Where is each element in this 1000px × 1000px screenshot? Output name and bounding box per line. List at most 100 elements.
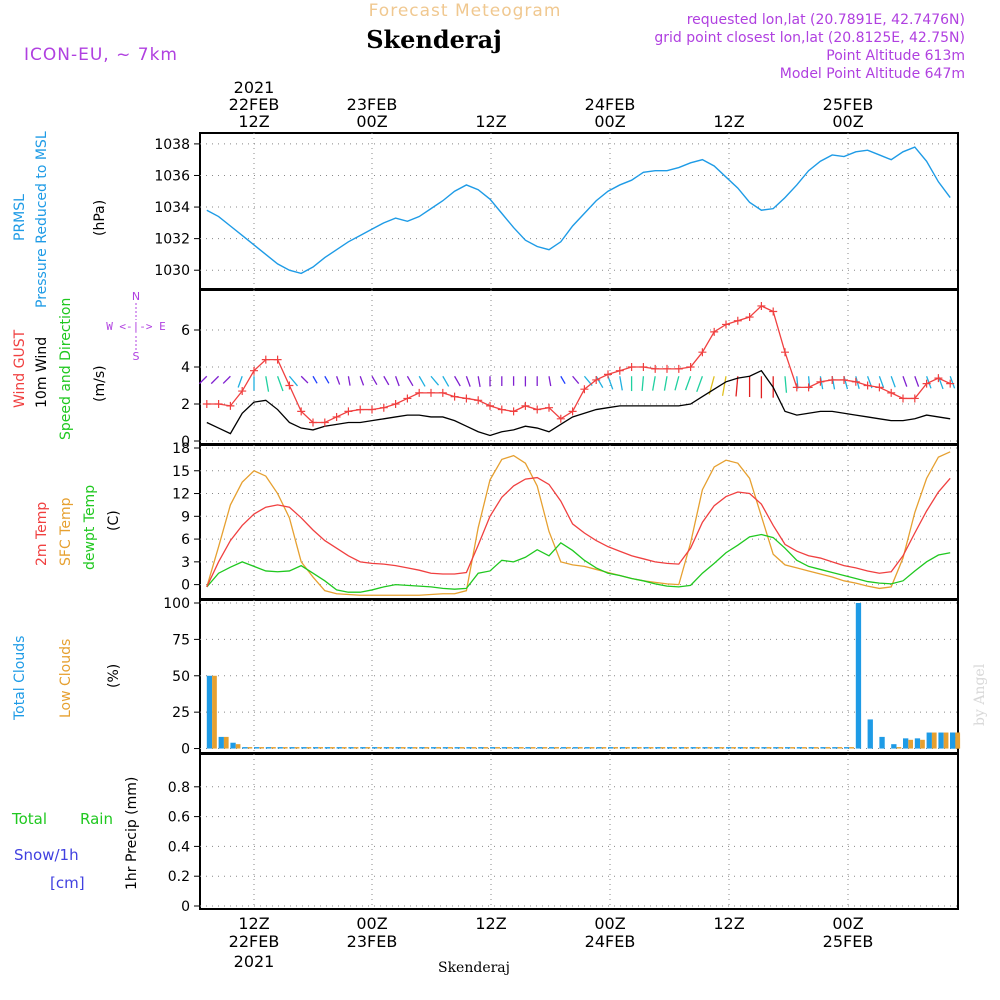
wind-arrow xyxy=(237,376,243,388)
wind-gust-point xyxy=(674,364,683,373)
total-cloud-bar xyxy=(525,747,531,749)
wind-gust-point xyxy=(899,394,907,403)
wind-gust-point xyxy=(698,348,707,357)
total-cloud-bar xyxy=(206,675,213,749)
wind-gust-point xyxy=(427,388,435,397)
total-cloud-bar xyxy=(513,747,519,749)
wind-arrow xyxy=(684,376,692,391)
top-tick-date: 22FEB xyxy=(229,95,280,114)
wind-gust-point xyxy=(486,401,494,410)
low-cloud-bar xyxy=(530,747,536,749)
total-cloud-bar xyxy=(230,742,236,749)
wind-arrow xyxy=(265,376,270,392)
wind-gust-point xyxy=(509,407,518,416)
top-tick-date: 23FEB xyxy=(347,95,398,114)
low-cloud-bar xyxy=(412,747,418,749)
rain-label: Rain xyxy=(80,810,113,828)
total-cloud-bar xyxy=(761,747,767,749)
total-cloud-bar xyxy=(454,747,460,749)
low-cloud-bar xyxy=(495,747,501,749)
clouds-ytick-label: 100 xyxy=(163,596,190,612)
wind-panel-labels: Wind GUST 10m Wind Speed and Direction (… xyxy=(12,290,166,440)
wind-gust-point xyxy=(285,381,294,390)
total-cloud-bar xyxy=(667,747,673,749)
bottom-tick-date: 24FEB xyxy=(585,932,636,951)
low-cloud-bar xyxy=(341,747,347,749)
low-cloud-bar xyxy=(825,747,831,749)
wind-gust-point xyxy=(604,370,612,379)
top-tick-date: 24FEB xyxy=(585,95,636,114)
clouds-ytick-label: 25 xyxy=(172,705,190,721)
total-cloud-bar xyxy=(950,736,956,749)
top-year-label: 2021 xyxy=(234,78,275,97)
snow-label: Snow/1h xyxy=(14,846,79,864)
wind-arrow xyxy=(878,376,885,389)
low-cloud-bar xyxy=(235,744,241,749)
precip-ytick-label: 0.8 xyxy=(168,780,190,796)
wind-arrow xyxy=(335,376,341,385)
total-cloud-bar xyxy=(501,747,508,749)
wind-gust-point xyxy=(309,418,317,427)
low-cloud-bar xyxy=(636,747,642,749)
wind-arrow xyxy=(394,376,400,387)
total-cloud-bar xyxy=(324,747,331,749)
wind-gust-point xyxy=(474,396,483,405)
total-cloud-bar xyxy=(242,747,248,749)
temp-ytick-label: 3 xyxy=(181,555,190,571)
total-cloud-bar xyxy=(608,747,614,749)
wind-speed-line xyxy=(206,369,951,437)
low-cloud-bar xyxy=(448,747,453,749)
total-cloud-bar xyxy=(313,747,319,749)
pressure-panel: 1030 1032 1034 1036 1038 xyxy=(154,132,959,290)
total-cloud-bar xyxy=(619,747,626,749)
sfc-temp-label: SFC Temp xyxy=(58,497,74,566)
bottom-tick-date: 23FEB xyxy=(347,932,398,951)
precip-ytick-label: 0.6 xyxy=(168,810,190,826)
low-cloud-bar xyxy=(507,747,512,749)
wind-arrow xyxy=(949,376,956,389)
wind-arrow xyxy=(371,375,378,386)
t2m-line xyxy=(206,476,951,588)
low-cloud-bar xyxy=(377,747,383,749)
clouds-ytick-label: 50 xyxy=(172,669,190,685)
point-altitude: Point Altitude 613m xyxy=(826,48,965,64)
wind-arrow xyxy=(914,376,920,387)
wind-gust-point xyxy=(368,405,376,414)
wind-arrow xyxy=(607,376,614,390)
wind-gust-point xyxy=(261,355,270,364)
wind-ytick-label: 4 xyxy=(181,360,190,376)
total-cloud-bar xyxy=(478,747,484,749)
total-cloud-bar xyxy=(254,747,260,749)
wind-arrow xyxy=(418,375,426,387)
total-cloud-bar xyxy=(348,747,354,749)
wind-gust-point xyxy=(592,375,601,384)
temp-panel: 0 3 6 9 12 15 18 xyxy=(172,441,959,600)
precip-unit: 1hr Precip (mm) xyxy=(124,777,140,890)
total-cloud-bar xyxy=(372,747,378,749)
total-cloud-bar xyxy=(301,747,307,749)
wind-gust-point xyxy=(816,377,825,386)
wind-gust-point xyxy=(297,407,306,416)
low-cloud-bar xyxy=(400,747,406,749)
wind-gust-point xyxy=(580,385,589,394)
wind-gust-point xyxy=(733,316,742,325)
wind-gust-line xyxy=(206,305,951,424)
prmsl-label: PRMSL xyxy=(12,194,28,241)
low-cloud-bar xyxy=(542,747,548,749)
wind-gust-point xyxy=(403,394,412,403)
low-cloud-bar xyxy=(695,747,701,749)
requested-coords: requested lon,lat (20.7891E, 42.7476N) xyxy=(687,12,965,28)
total-clouds-label: Total Clouds xyxy=(12,636,28,721)
wind-arrow xyxy=(663,376,668,391)
wind-gust-point xyxy=(545,403,553,412)
total-cloud-bar xyxy=(265,747,272,749)
wind-ytick-label: 0 xyxy=(181,434,190,450)
wind-gust-point xyxy=(781,348,789,357)
total-cloud-bar xyxy=(218,736,224,749)
low-cloud-bar xyxy=(589,747,595,749)
total-cloud-bar xyxy=(926,732,932,749)
total-cloud-bar xyxy=(914,738,921,749)
total-cloud-bar xyxy=(832,747,838,749)
